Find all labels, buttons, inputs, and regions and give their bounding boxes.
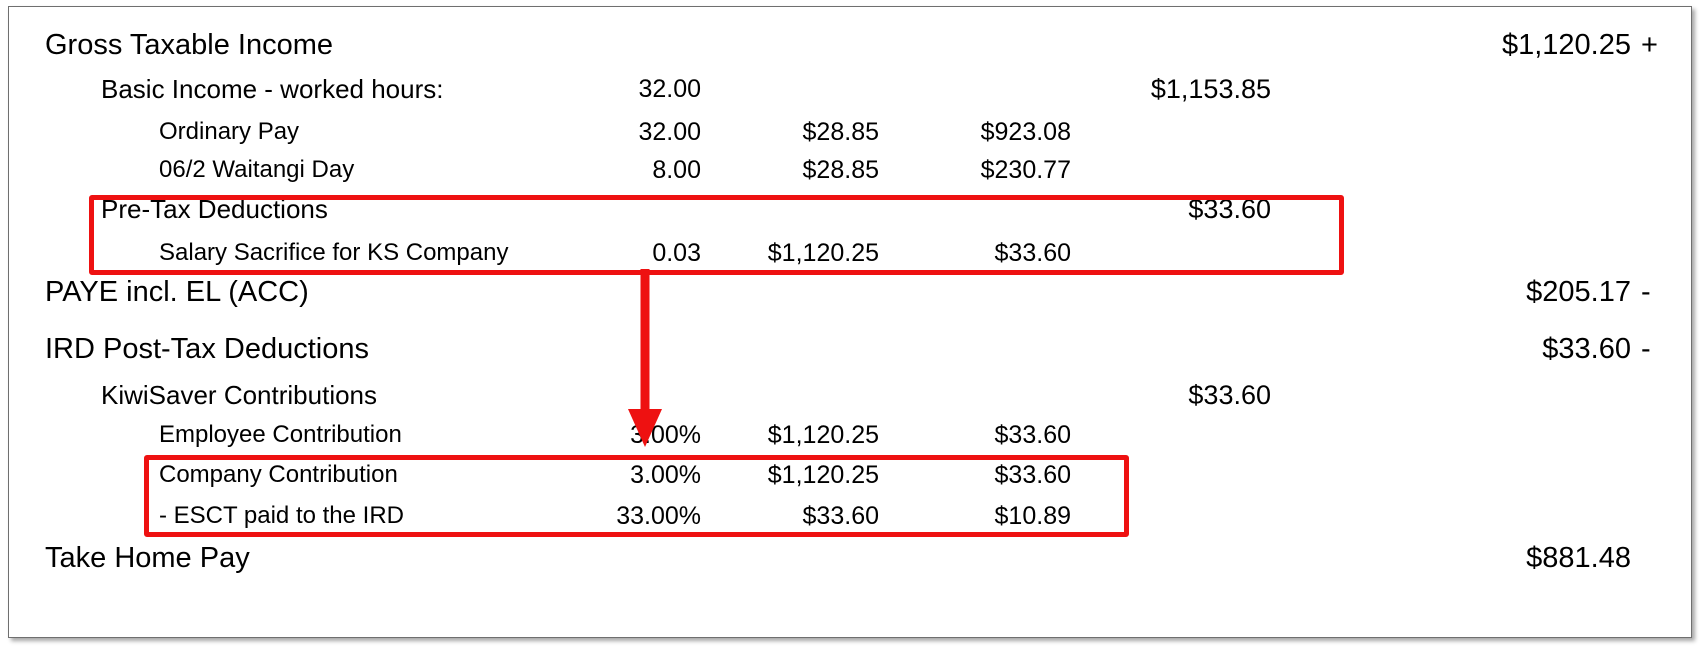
row-sign: - <box>1641 276 1651 308</box>
row-sign: + <box>1641 29 1658 61</box>
row-rate: $33.60 <box>802 502 879 530</box>
payslip-row: Ordinary Pay 32.00 $28.85 $923.08 <box>9 112 1691 150</box>
row-label: Ordinary Pay <box>159 118 300 145</box>
row-amount: $230.77 <box>980 156 1071 184</box>
row-label: Take Home Pay <box>45 542 250 574</box>
row-label: KiwiSaver Contributions <box>101 380 378 410</box>
row-subtotal: $1,153.85 <box>1150 74 1271 104</box>
row-amount: $33.60 <box>994 461 1071 489</box>
row-total: $1,120.25 <box>1501 29 1631 61</box>
row-label: - ESCT paid to the IRD <box>159 502 404 529</box>
payslip-row: PAYE incl. EL (ACC) $205.17- <box>9 272 1691 329</box>
row-amount: $33.60 <box>994 239 1071 267</box>
row-label: Pre-Tax Deductions <box>101 194 328 224</box>
row-quantity: 32.00 <box>638 118 701 146</box>
payslip-row: IRD Post-Tax Deductions $33.60- <box>9 329 1691 375</box>
payslip-row: KiwiSaver Contributions $33.60 <box>9 375 1691 415</box>
row-label: Basic Income - worked hours: <box>101 74 444 104</box>
payslip-panel: Gross Taxable Income $1,120.25 + Basic Inco… <box>8 6 1692 638</box>
payslip-row: Pre-Tax Deductions $33.60 <box>9 189 1691 233</box>
row-rate: $28.85 <box>802 118 879 146</box>
row-label: PAYE incl. EL (ACC) <box>45 276 309 308</box>
row-label: Employee Contribution <box>159 421 402 448</box>
payslip-row: Company Contribution 3.00% $1,120.25 $33.60 <box>9 455 1691 496</box>
row-quantity: 0.03 <box>652 239 701 267</box>
row-label: Company Contribution <box>159 461 398 488</box>
payslip-row: Salary Sacrifice for KS Company 0.03 $1,12… <box>9 233 1691 272</box>
payslip-row: - ESCT paid to the IRD 33.00% $33.60 $10.89 <box>9 496 1691 538</box>
row-quantity: 3.00% <box>630 461 701 489</box>
row-amount: $33.60 <box>994 421 1071 449</box>
row-subtotal: $33.60 <box>1188 194 1271 224</box>
row-quantity: 3.00% <box>630 421 701 449</box>
row-total: $881.48 <box>1526 542 1631 574</box>
row-rate: $1,120.25 <box>767 421 879 449</box>
payslip-row: Basic Income - worked hours: 32.00 $1,153.… <box>9 69 1691 112</box>
row-label: Salary Sacrifice for KS Company <box>159 239 509 266</box>
row-rate: $28.85 <box>802 156 879 184</box>
row-total: $33.60 <box>1542 333 1631 365</box>
row-rate: $1,120.25 <box>767 461 879 489</box>
payslip-row: 06/2 Waitangi Day 8.00 $28.85 $230.77 <box>9 150 1691 189</box>
row-quantity: 33.00% <box>616 502 701 530</box>
payslip-row-list: Gross Taxable Income $1,120.25 + Basic Inco… <box>9 7 1691 637</box>
row-amount: $923.08 <box>980 118 1071 146</box>
row-label: IRD Post-Tax Deductions <box>45 333 369 365</box>
row-amount: $10.89 <box>994 502 1071 530</box>
row-label: 06/2 Waitangi Day <box>159 156 355 183</box>
row-sign: - <box>1641 333 1651 365</box>
payslip-row: Employee Contribution 3.00% $1,120.25 $33.6… <box>9 415 1691 455</box>
row-quantity: 8.00 <box>652 156 701 184</box>
row-total: $205.17 <box>1526 276 1631 308</box>
row-label: Gross Taxable Income <box>45 29 333 61</box>
row-rate: $1,120.25 <box>767 239 879 267</box>
payslip-row: Take Home Pay $881.48 <box>9 538 1691 582</box>
row-subtotal: $33.60 <box>1188 380 1271 410</box>
payslip-row: Gross Taxable Income $1,120.25 + <box>9 25 1691 69</box>
row-quantity: 32.00 <box>638 75 701 103</box>
